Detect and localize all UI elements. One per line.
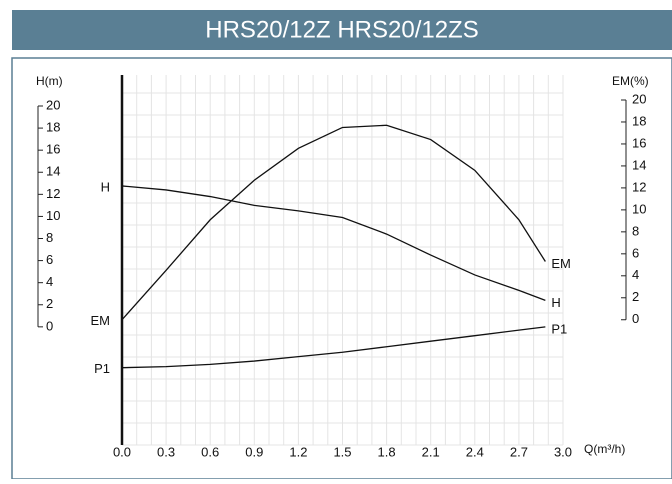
- series-line: [121, 124, 546, 321]
- y-tick-label: 20: [46, 97, 60, 112]
- y2-tick-label: 18: [632, 113, 646, 128]
- y-axis-label: H(m): [36, 74, 63, 88]
- curve-label-start: H: [101, 179, 110, 194]
- y2-tick-label: 16: [632, 135, 646, 150]
- y2-tick-label: 0: [632, 311, 639, 326]
- x-tick-label: 0.9: [245, 444, 263, 459]
- y-tick-label: 18: [46, 120, 60, 135]
- curve-label-start: EM: [91, 313, 111, 328]
- series-line: [121, 185, 546, 301]
- x-tick-label: 2.7: [510, 444, 528, 459]
- x-tick-label: 0.3: [157, 444, 175, 459]
- y-tick-label: 12: [46, 186, 60, 201]
- y2-tick-label: 12: [632, 179, 646, 194]
- series-line: [121, 326, 546, 369]
- x-tick-label: 0.0: [113, 444, 131, 459]
- header-bar: [12, 10, 672, 50]
- y-tick-label: 10: [46, 208, 60, 223]
- x-tick-label: 0.6: [201, 444, 219, 459]
- chart-title: HRS20/12Z HRS20/12ZS: [205, 16, 478, 43]
- curve-label-end: EM: [551, 256, 571, 271]
- curve-label-end: H: [551, 295, 560, 310]
- y2-tick-label: 8: [632, 223, 639, 238]
- y2-tick-label: 20: [632, 91, 646, 106]
- y2-tick-label: 10: [632, 201, 646, 216]
- x-tick-label: 2.4: [466, 444, 484, 459]
- y-tick-label: 4: [46, 274, 53, 289]
- y2-tick-label: 6: [632, 245, 639, 260]
- y2-tick-label: 14: [632, 157, 646, 172]
- y2-tick-label: 2: [632, 289, 639, 304]
- y-tick-label: 2: [46, 296, 53, 311]
- curve-label-start: P1: [94, 361, 110, 376]
- x-tick-label: 2.1: [422, 444, 440, 459]
- curve-label-end: P1: [551, 321, 567, 336]
- x-axis-label: Q(m³/h): [584, 442, 625, 456]
- y-tick-label: 8: [46, 230, 53, 245]
- y-tick-label: 16: [46, 142, 60, 157]
- x-tick-label: 3.0: [554, 444, 572, 459]
- y-tick-label: 6: [46, 252, 53, 267]
- x-tick-label: 1.8: [378, 444, 396, 459]
- x-tick-label: 1.5: [333, 444, 351, 459]
- y-tick-label: 14: [46, 164, 60, 179]
- x-tick-label: 1.2: [289, 444, 307, 459]
- y-tick-label: 0: [46, 318, 53, 333]
- y2-axis-label: EM(%): [612, 74, 649, 88]
- y2-tick-label: 4: [632, 267, 639, 282]
